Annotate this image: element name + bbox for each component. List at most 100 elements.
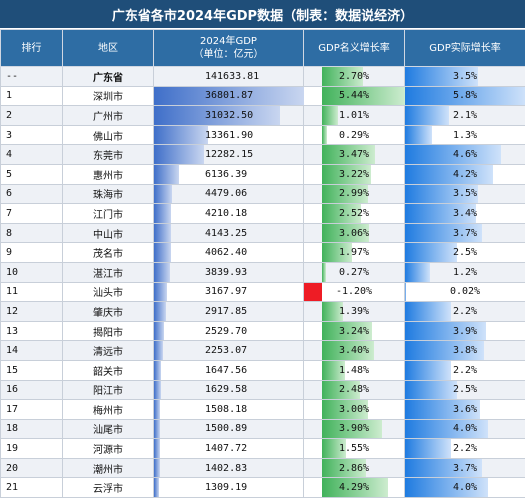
nominal-growth-cell: 3.22% (303, 163, 405, 185)
gdp-value: 13361.90 (205, 129, 254, 141)
gdp-cell: 1647.56 (153, 359, 304, 381)
nominal-growth-value: 3.22% (338, 168, 370, 180)
gdp-cell: 6136.39 (153, 163, 304, 185)
real-growth-value: 2.2% (452, 305, 478, 317)
nominal-growth-cell: 0.29% (303, 124, 405, 146)
nominal-growth-value: 3.40% (338, 345, 370, 357)
gdp-bar (154, 321, 165, 341)
gdp-cell: 31032.50 (153, 105, 304, 126)
real-growth-cell: 4.2% (404, 163, 525, 185)
nominal-growth-value: 5.44% (338, 90, 370, 102)
real-growth-cell: 5.8% (404, 85, 525, 107)
gdp-bar (154, 86, 304, 106)
rank-cell: 5 (0, 163, 63, 185)
rank-cell: 15 (0, 359, 63, 381)
rank-cell: 20 (0, 457, 63, 479)
gdp-bar (154, 439, 160, 458)
real-growth-value: 3.8% (452, 345, 478, 357)
region-cell: 汕头市 (62, 281, 154, 303)
real-growth-bar (405, 67, 479, 86)
gdp-cell: 36801.87 (153, 85, 304, 107)
gdp-bar (154, 262, 170, 282)
nominal-growth-bar (322, 458, 366, 478)
nominal-growth-cell: 1.39% (303, 301, 405, 322)
nominal-growth-cell: 3.06% (303, 222, 405, 244)
table-row: 15 韶关市 1647.56 1.48% 2.2% (0, 359, 525, 381)
nominal-growth-value: 0.29% (338, 129, 370, 141)
rank-cell: 14 (0, 340, 63, 361)
real-growth-value: 3.9% (452, 325, 478, 337)
real-growth-value: 3.7% (452, 462, 478, 474)
gdp-cell: 1500.89 (153, 418, 304, 440)
real-growth-bar (405, 341, 485, 360)
gdp-bar (154, 243, 171, 262)
nominal-growth-cell: 2.48% (303, 379, 405, 401)
real-growth-value: 4.0% (452, 482, 478, 494)
nominal-growth-cell: 2.86% (303, 457, 405, 479)
real-growth-cell: 3.4% (404, 203, 525, 224)
table-row: 11 汕头市 3167.97 -1.20% 0.02% (0, 281, 525, 303)
table-row: 17 梅州市 1508.18 3.00% 3.6% (0, 399, 525, 420)
nominal-growth-bar (322, 223, 369, 243)
gdp-cell: 2529.70 (153, 320, 304, 342)
region-cell: 揭阳市 (62, 320, 154, 342)
rank-cell: 11 (0, 281, 63, 303)
rank-cell: 17 (0, 399, 63, 420)
nominal-growth-cell: 3.00% (303, 399, 405, 420)
rank-cell: 3 (0, 124, 63, 146)
header-gdp-line2: （单位：亿元） (193, 49, 264, 60)
real-growth-value: 2.2% (452, 364, 478, 376)
gdp-bar (154, 341, 164, 360)
nominal-growth-cell: 4.29% (303, 477, 405, 499)
table-row: 13 揭阳市 2529.70 3.24% 3.9% (0, 320, 525, 342)
real-growth-bar (405, 419, 489, 439)
nominal-growth-cell: 1.97% (303, 242, 405, 263)
nominal-growth-bar (322, 164, 372, 184)
gdp-cell: 4143.25 (153, 222, 304, 244)
region-cell: 潮州市 (62, 457, 154, 479)
real-growth-cell: 4.0% (404, 477, 525, 499)
gdp-value: 4143.25 (205, 227, 248, 239)
nominal-growth-bar (322, 302, 344, 321)
gdp-cell: 3839.93 (153, 261, 304, 283)
table-row: 4 东莞市 12282.15 3.47% 4.6% (0, 144, 525, 165)
real-growth-cell: 2.2% (404, 438, 525, 459)
nominal-growth-value: -1.20% (335, 286, 373, 298)
header-gdp-line1: 2024年GDP (200, 36, 257, 47)
rank-cell: 21 (0, 477, 63, 499)
nominal-growth-bar (322, 125, 327, 145)
region-cell: 佛山市 (62, 124, 154, 146)
header-real-growth: GDP实际增长率 (404, 29, 525, 67)
gdp-bar (154, 282, 167, 302)
gdp-value: 3839.93 (205, 266, 248, 278)
nominal-growth-value: 1.55% (338, 443, 370, 455)
nominal-growth-bar (322, 341, 374, 360)
real-growth-bar (405, 380, 458, 400)
gdp-value: 1508.18 (205, 403, 248, 415)
nominal-growth-bar (304, 282, 323, 302)
real-growth-bar (405, 145, 501, 164)
table-row: 10 湛江市 3839.93 0.27% 1.2% (0, 261, 525, 283)
nominal-growth-value: 2.70% (338, 70, 370, 82)
gdp-bar (154, 380, 161, 400)
nominal-growth-bar (322, 184, 368, 204)
gdp-bar (154, 223, 171, 243)
gdp-value: 2253.07 (205, 345, 248, 357)
region-cell: 广东省 (62, 66, 154, 87)
gdp-value: 1500.89 (205, 423, 248, 435)
real-growth-value: 2.5% (452, 384, 478, 396)
nominal-growth-bar (322, 86, 405, 106)
nominal-growth-bar (322, 478, 388, 498)
gdp-bar (154, 145, 205, 164)
gdp-value: 1407.72 (205, 443, 248, 455)
region-cell: 湛江市 (62, 261, 154, 283)
region-cell: 惠州市 (62, 163, 154, 185)
nominal-growth-cell: 0.27% (303, 261, 405, 283)
table-row: 5 惠州市 6136.39 3.22% 4.2% (0, 163, 525, 185)
table-row: 18 汕尾市 1500.89 3.90% 4.0% (0, 418, 525, 440)
gdp-cell: 4479.06 (153, 183, 304, 205)
real-growth-value: 5.8% (452, 90, 478, 102)
header-row: 排行 地区 2024年GDP （单位：亿元） GDP名义增长率 GDP实际增长率 (0, 29, 525, 67)
nominal-growth-cell: 3.90% (303, 418, 405, 440)
